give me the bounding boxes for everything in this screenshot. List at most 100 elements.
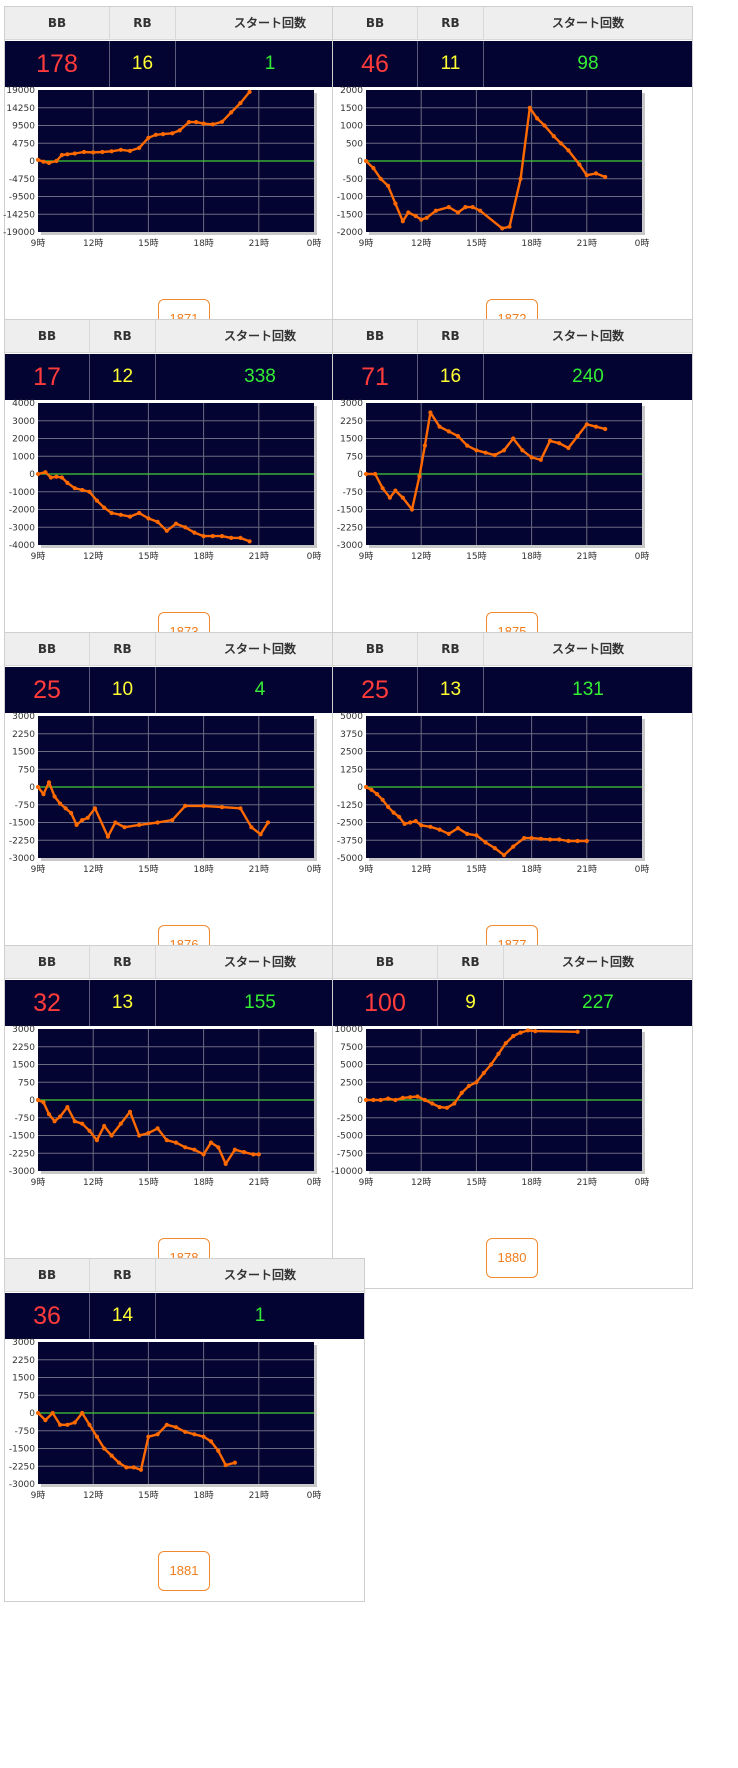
slump-chart: 10000 7500 5000 2500 0 -2500 -5000 -7500 -100009… [331,1025,649,1188]
y-tick-label: 7500 [340,1043,363,1053]
data-point [380,486,385,491]
x-tick-label: 12時 [411,864,431,875]
data-point [183,803,188,808]
y-tick-label: 0 [357,157,363,167]
x-tick-label: 21時 [249,1177,269,1188]
data-point [249,825,254,830]
x-tick-label: 15時 [138,551,158,562]
rb-value: 10 [90,667,156,713]
x-tick-label: 18時 [193,864,213,875]
data-point [80,1410,85,1416]
bb-value: 25 [5,667,90,713]
data-point [566,838,571,844]
y-tick-label: -3000 [9,523,35,533]
data-point [122,825,127,830]
machine-number-button[interactable]: 1880 [486,1238,538,1278]
data-point [173,1140,179,1145]
data-point [444,1105,450,1110]
data-point [153,132,158,137]
data-point [584,173,589,178]
y-tick-label: 1500 [12,748,35,758]
data-point [87,1128,92,1133]
data-point [496,1051,501,1056]
x-tick-label: 12時 [83,238,103,249]
machine-card: BB RB スタート回数 100 9 227 10000 7500 5000 2500… [331,945,693,1289]
data-point [137,510,142,516]
x-tick-label: 18時 [193,1177,213,1188]
data-point [183,1429,188,1434]
data-point [109,149,114,154]
data-point [52,1119,57,1124]
data-point [557,837,562,842]
data-point [527,105,532,110]
data-point [35,1410,41,1416]
x-tick-label: 18時 [521,238,541,249]
data-point [575,434,580,439]
data-point [127,1109,133,1114]
data-point [118,147,123,152]
rb-header: RB [418,7,484,40]
y-tick-label: -750 [15,801,36,811]
data-point [109,1453,114,1458]
y-tick-label: -1000 [337,193,363,203]
y-tick-label: 750 [18,1078,35,1088]
data-point [415,1094,420,1099]
y-tick-label: 3000 [12,1338,35,1348]
data-point [127,148,133,153]
data-point [161,132,166,137]
y-tick-label: -2500 [337,1114,363,1124]
data-point [170,131,175,136]
data-point [65,480,70,485]
data-point [547,438,553,443]
x-tick-label: 21時 [249,551,269,562]
rb-value: 14 [90,1293,156,1339]
data-point [465,831,470,836]
bb-value: 25 [333,667,418,713]
data-point [109,1133,114,1138]
start-count-header: スタート回数 [484,7,692,40]
y-tick-label: -1500 [337,210,363,220]
bb-value: 100 [333,980,438,1026]
x-tick-label: 18時 [193,238,213,249]
data-point [393,201,398,206]
y-tick-label: -1250 [337,801,363,811]
y-tick-label: -4750 [9,175,35,185]
data-point [400,495,405,500]
data-point [369,787,374,792]
y-tick-label: -14250 [3,210,35,220]
data-point [35,1097,41,1103]
start-count-header: スタート回数 [156,1259,364,1292]
data-point [210,122,215,127]
x-tick-label: 12時 [83,1177,103,1188]
x-tick-label: 12時 [411,551,431,562]
x-tick-label: 21時 [249,864,269,875]
y-tick-label: 4000 [12,399,35,409]
data-point [437,424,442,429]
y-tick-label: 1500 [340,435,363,445]
data-point [223,1463,228,1468]
y-tick-label: 0 [357,783,363,793]
machine-number-button[interactable]: 1881 [158,1551,210,1591]
data-point [603,426,608,432]
x-tick-label: 18時 [193,551,213,562]
data-point [146,1434,151,1439]
y-tick-label: -5000 [337,1132,363,1142]
data-point [124,1465,129,1470]
data-point [501,853,507,858]
x-tick-label: 18時 [521,864,541,875]
data-point [373,471,378,477]
x-tick-label: 12時 [83,864,103,875]
data-point [256,1152,261,1157]
x-tick-label: 0時 [635,238,650,249]
rb-header: RB [90,633,156,666]
y-tick-label: 1500 [340,104,363,114]
x-tick-label: 12時 [83,551,103,562]
y-tick-label: 0 [29,1096,35,1106]
data-point [251,1152,256,1157]
data-point [566,445,571,451]
y-tick-label: 3000 [12,712,35,722]
data-point [155,820,160,825]
